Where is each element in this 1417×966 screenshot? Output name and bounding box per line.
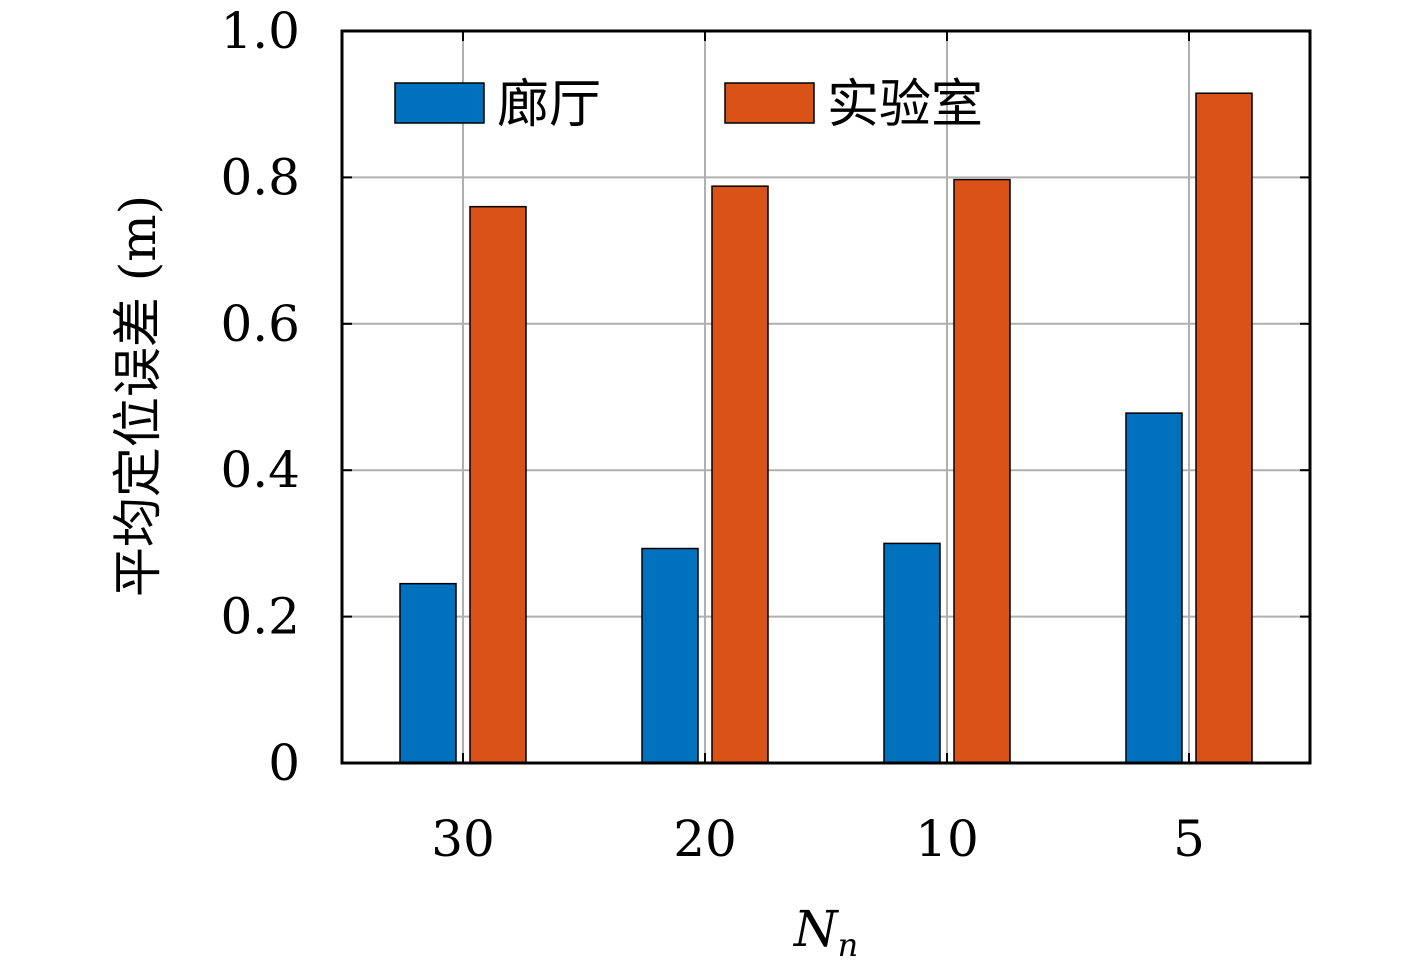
bar [711,185,769,764]
y-tick-label: 0 [268,734,300,792]
x-tick-label: 10 [915,810,979,868]
y-tick-label: 0.4 [220,441,300,499]
y-tick-label: 1.0 [220,2,300,60]
bar [399,582,457,764]
legend-swatch [394,82,485,124]
bar [469,205,527,764]
x-tick-label: 20 [673,810,737,868]
legend-swatch [724,82,815,124]
legend-label: 廊厅 [497,75,601,135]
x-tick-label: 30 [431,810,495,868]
bar [1195,92,1253,764]
x-axis-label-main: N [793,900,840,958]
axis-ticks [342,30,1310,764]
x-axis-label-subscript: n [838,926,859,964]
legend: 廊厅 实验室 [394,75,983,135]
y-tick-labels: 0 0.2 0.4 0.6 0.8 1.0 [220,2,300,792]
bar [883,542,941,764]
x-tick-labels: 30 20 10 5 [431,810,1205,868]
bars [399,92,1253,764]
bar [641,547,699,764]
y-tick-label: 0.6 [220,295,300,353]
legend-label: 实验室 [827,75,983,135]
bar [953,178,1011,764]
x-axis-label: Nn [793,900,858,964]
y-tick-label: 0.2 [220,588,300,646]
y-axis-label: 平均定位误差 (m) [109,195,167,597]
y-tick-label: 0.8 [220,148,300,206]
plot-frame [340,29,1312,765]
x-tick-label: 5 [1173,810,1205,868]
bar [1125,412,1183,764]
